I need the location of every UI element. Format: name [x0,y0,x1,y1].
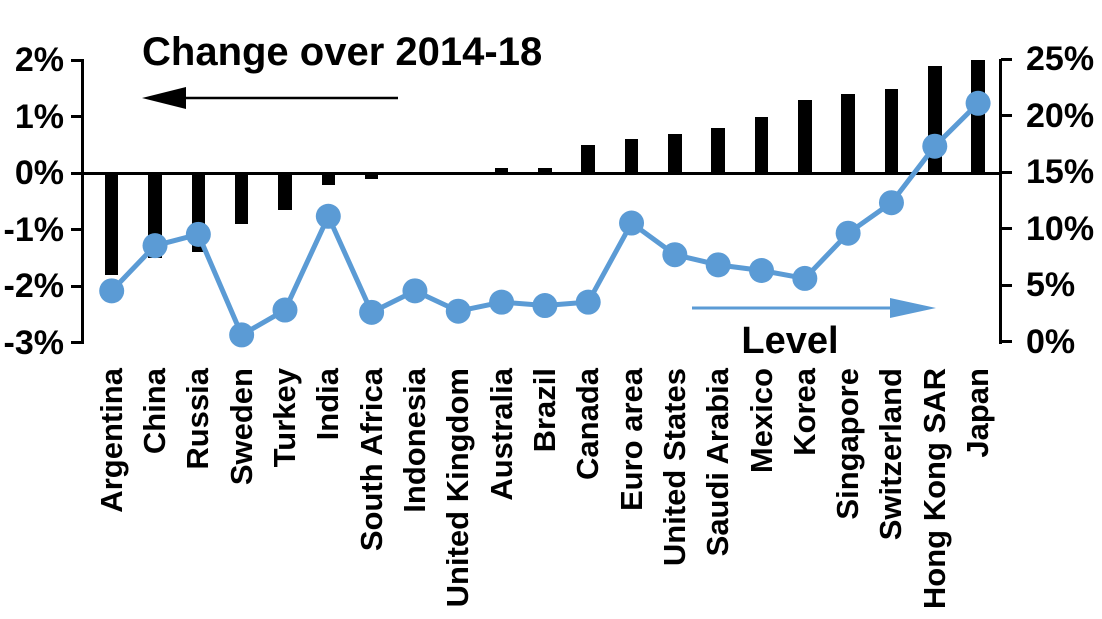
left-axis-tick-label: 1% [14,97,64,136]
left-axis-tick [70,341,82,345]
left-axis-tick [70,228,82,232]
left-axis-tick [70,115,82,119]
level-dot-sweden [229,322,255,348]
left-axis-line [81,59,84,344]
bar-turkey [278,173,292,211]
category-label-united-states: United States [656,368,692,567]
bar-mexico [754,116,769,174]
level-dot-australia [489,289,515,315]
left-axis-tick-label: 0% [14,154,64,193]
right-axis-tick [1000,114,1012,118]
level-dot-united-kingdom [445,298,471,324]
bar-switzerland [884,88,899,174]
level-dot-singapore [835,220,861,246]
category-label-hong-kong-sar: Hong Kong SAR [916,368,952,610]
left-axis-tick-label: -3% [3,323,64,362]
level-dot-euro-area [619,210,645,236]
right-axis-tick-label: 5% [1026,266,1076,305]
right-axis-tick-label: 15% [1026,153,1095,192]
category-label-australia: Australia [483,368,519,501]
category-label-singapore: Singapore [830,368,866,520]
category-label-china: China [137,368,173,455]
level-label: Level [741,320,839,362]
right-axis-tick [1000,227,1012,231]
level-dot-china [142,233,168,259]
right-axis-tick-label: 20% [1026,96,1095,135]
category-label-indonesia: Indonesia [396,368,432,513]
bar-argentina [104,173,119,275]
level-dot-korea [792,265,818,291]
category-label-switzerland: Switzerland [873,368,909,541]
left-axis-tick [70,284,82,288]
bar-india [321,173,336,185]
bar-japan [971,60,985,174]
zero-baseline [81,172,1001,175]
category-label-canada: Canada [570,368,606,480]
category-label-argentina: Argentina [93,368,129,513]
bar-singapore [841,94,855,174]
bar-canada [581,145,595,174]
left-axis-tick-label: -1% [3,210,64,249]
level-dot-japan [965,90,991,116]
right-axis-tick-label: 0% [1026,322,1076,361]
level-dot-turkey [272,297,298,323]
right-axis-tick [1000,57,1012,61]
bar-australia [494,167,509,174]
level-dot-hong-kong-sar [922,133,948,159]
left-axis-tick [70,171,82,175]
level-dot-switzerland [878,190,904,216]
left-axis-tick-label: 2% [14,41,64,80]
level-dot-india [315,203,341,229]
category-label-korea: Korea [786,368,822,456]
right-axis-tick-label: 10% [1026,209,1095,248]
bar-euro-area [624,139,639,174]
level-dot-brazil [532,293,558,319]
right-axis-tick [1000,340,1012,344]
left-axis-tick-label: -2% [3,267,64,306]
right-axis-tick [1000,283,1012,287]
level-dot-russia [185,221,211,247]
category-label-euro-area: Euro area [613,368,649,512]
right-axis-line [999,59,1002,344]
level-dot-argentina [99,278,125,304]
bar-brazil [538,167,552,174]
category-label-russia: Russia [180,368,216,470]
level-arrow-icon [692,298,936,318]
right-axis-tick [1000,170,1012,174]
change-arrow-icon [142,87,398,109]
left-axis-tick [70,58,82,62]
category-label-japan: Japan [960,368,996,458]
bar-saudi-arabia [711,128,725,174]
level-dot-united-states [662,242,688,268]
bar-united-states [668,133,682,174]
category-label-turkey: Turkey [266,368,302,468]
right-axis-tick-label: 25% [1026,40,1095,79]
category-label-saudi-arabia: Saudi Arabia [700,368,736,557]
category-label-brazil: Brazil [526,368,562,453]
category-label-united-kingdom: United Kingdom [440,368,476,608]
level-dot-saudi-arabia [705,252,731,278]
category-label-mexico: Mexico [743,368,779,474]
category-label-india: India [310,368,346,441]
bar-korea [798,99,812,174]
level-dot-south-africa [359,299,385,325]
category-label-sweden: Sweden [223,368,259,486]
bar-sweden [234,173,249,225]
level-dot-canada [575,289,601,315]
chart-title: Change over 2014-18 [142,30,543,74]
category-label-south-africa: South Africa [353,368,389,552]
bar-south-africa [364,173,379,179]
level-dot-mexico [749,258,774,284]
level-dot-indonesia [402,278,428,304]
